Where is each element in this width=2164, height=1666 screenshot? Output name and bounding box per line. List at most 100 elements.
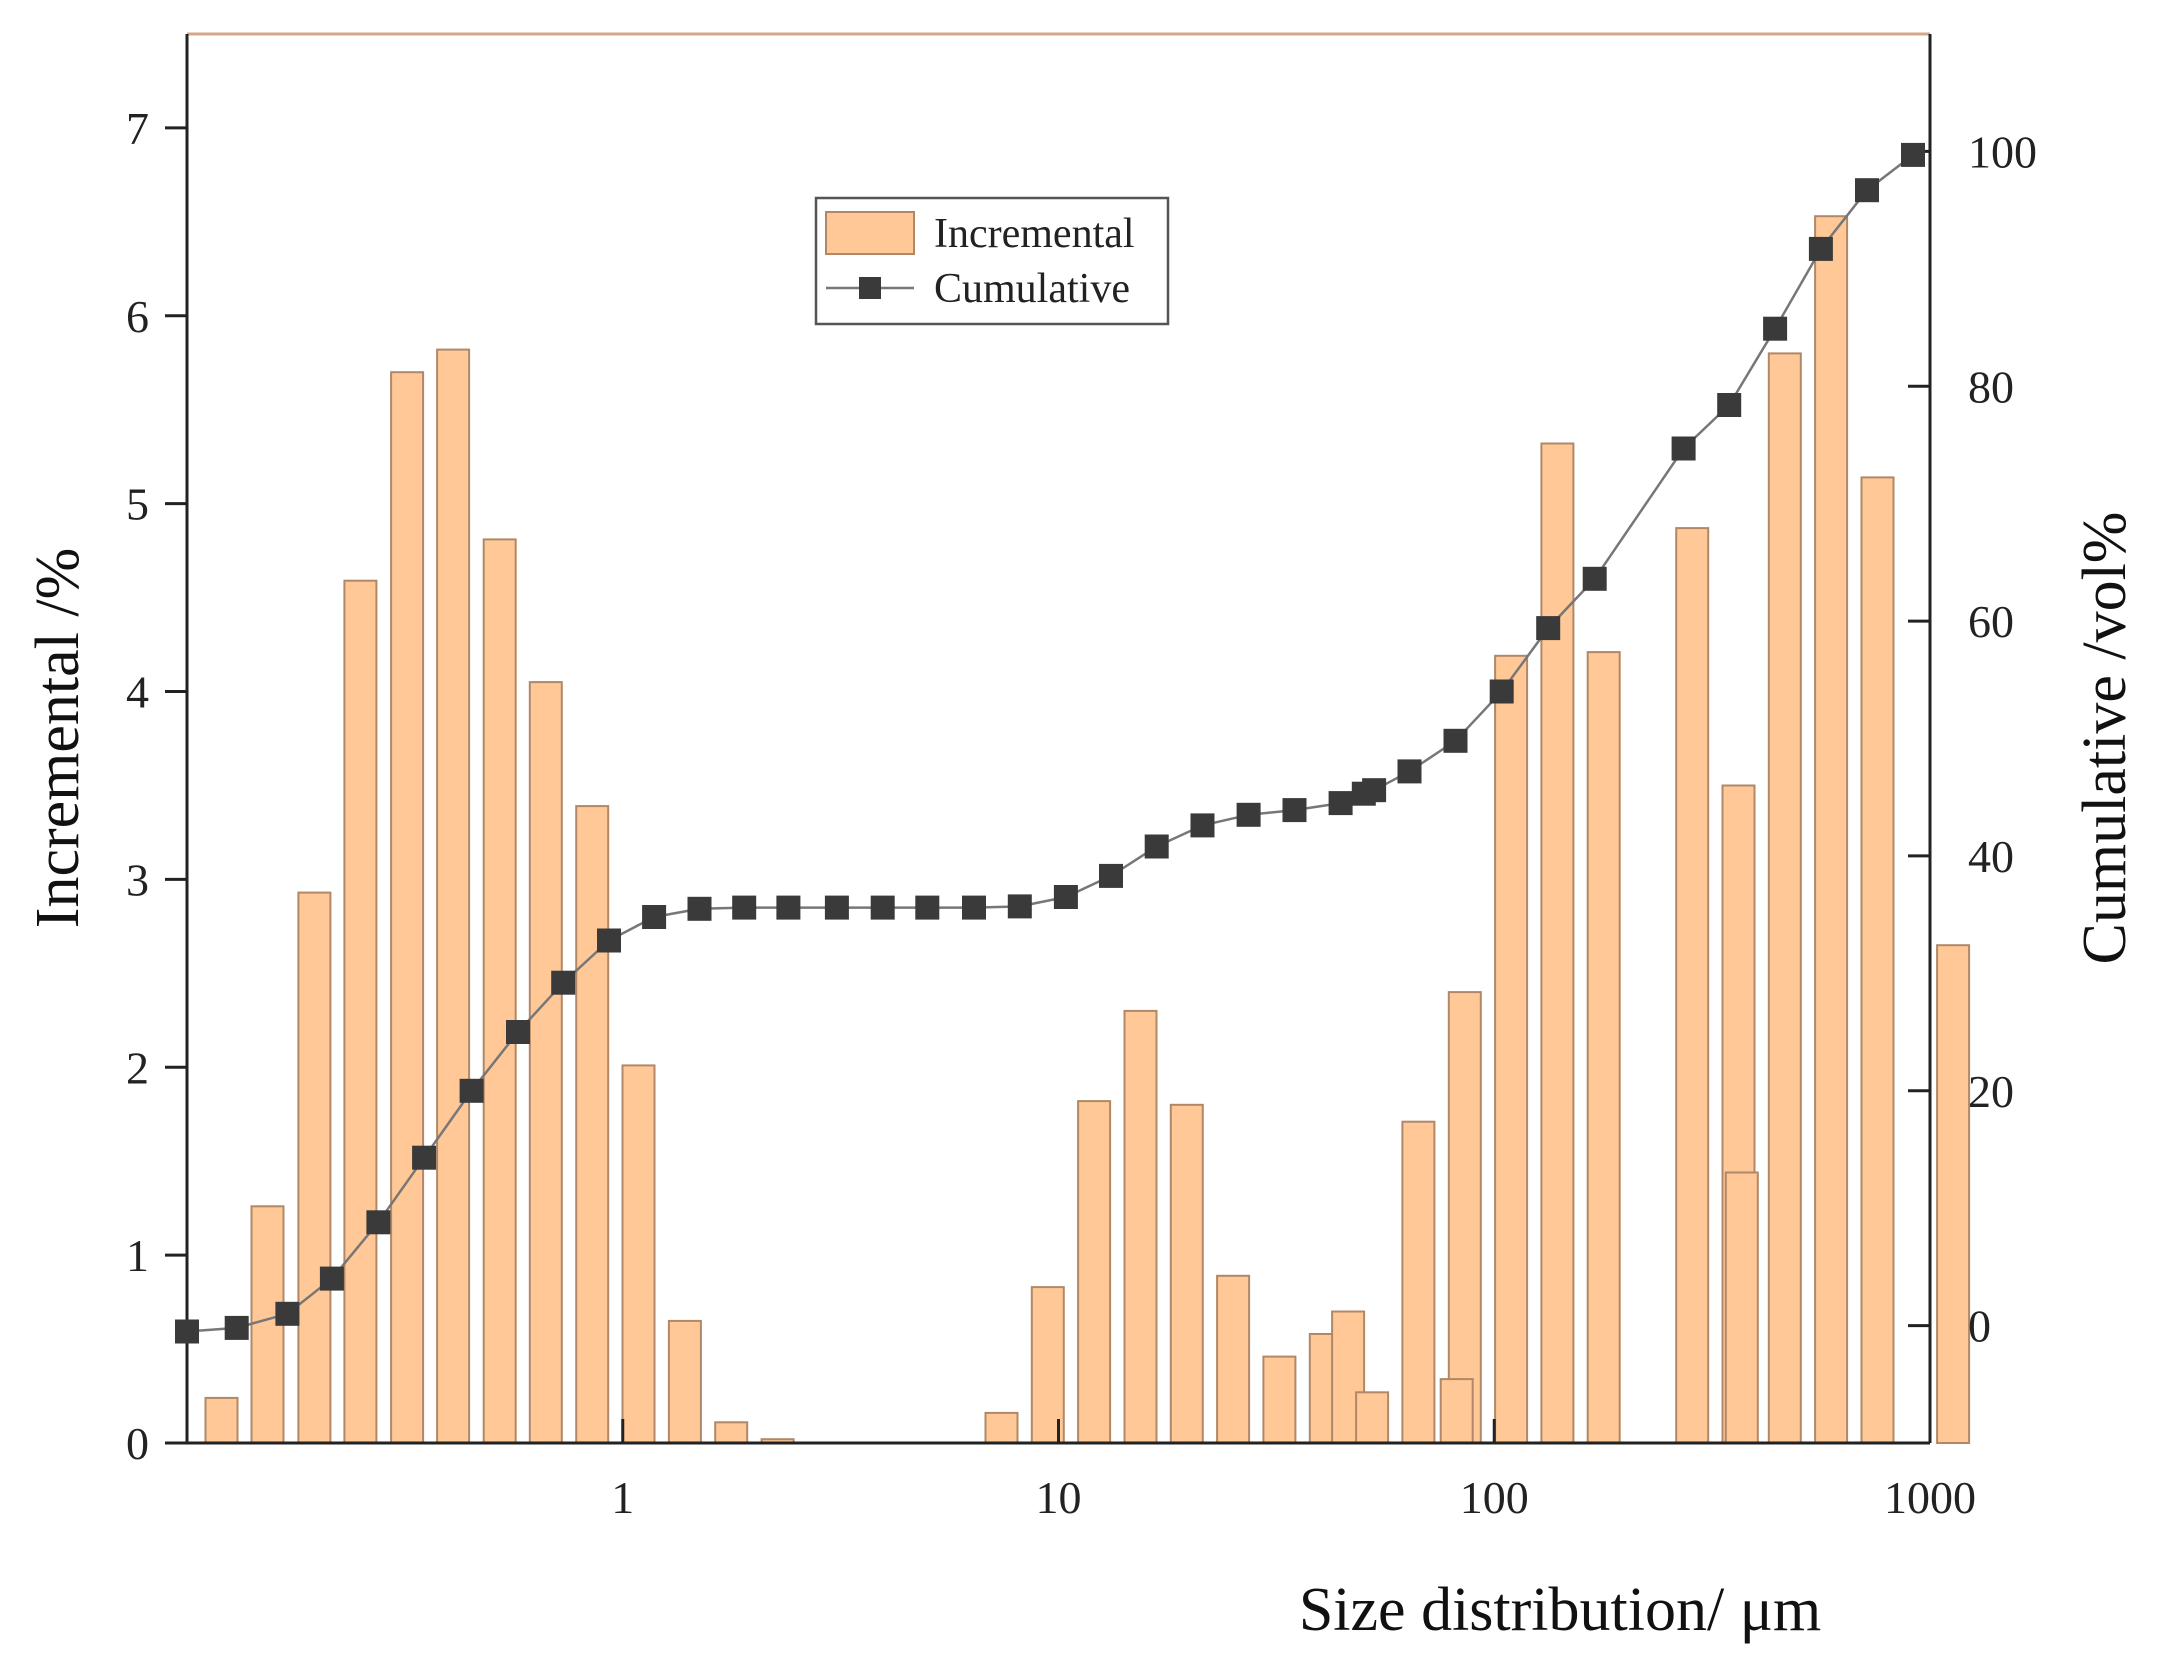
x-tick-label: 10: [1036, 1472, 1082, 1523]
legend-incremental-label: Incremental: [934, 211, 1135, 257]
right-tick-label: 40: [1968, 831, 2014, 882]
cumulative-marker: [1397, 759, 1422, 784]
cumulative-marker: [175, 1319, 199, 1344]
bar: [1355, 1391, 1390, 1445]
bar: [1216, 1274, 1251, 1445]
x-axis-ticks: 1 10 100 1000: [611, 1419, 1976, 1523]
cumulative-marker: [870, 895, 895, 920]
bar: [984, 1411, 1019, 1445]
cumulative-marker: [1007, 894, 1032, 919]
cumulative-marker: [1443, 728, 1468, 753]
cumulative-marker: [642, 905, 667, 929]
bar: [1540, 442, 1575, 1444]
right-axis-title: Cumulative /vol%: [2071, 512, 2139, 965]
right-axis-ticks: 0 20 40 60 80 100: [1908, 126, 2037, 1352]
cumulative-marker: [915, 895, 940, 920]
cumulative-marker: [459, 1078, 484, 1103]
cumulative-marker: [1144, 834, 1169, 859]
cumulative-marker: [1053, 885, 1078, 909]
bar: [390, 371, 425, 1445]
bar: [343, 579, 378, 1444]
cumulative-marker: [1236, 802, 1261, 827]
bar: [436, 348, 471, 1445]
bar: [1586, 651, 1621, 1444]
cumulative-marker: [1808, 236, 1833, 261]
bar: [528, 681, 563, 1444]
cumulative-marker: [224, 1315, 249, 1340]
cumulative-marker: [1582, 566, 1607, 591]
cumulative-marker: [506, 1020, 530, 1044]
left-tick-label: 0: [126, 1418, 149, 1469]
bar: [1675, 527, 1710, 1444]
cumulative-series: [175, 142, 1925, 1344]
bar: [1169, 1103, 1204, 1445]
right-tick-label: 60: [1968, 596, 2014, 647]
right-tick-label: 0: [1968, 1301, 1991, 1352]
cumulative-marker: [1099, 863, 1123, 888]
bar: [667, 1319, 702, 1445]
bar: [297, 891, 332, 1444]
bar: [1077, 1100, 1112, 1444]
legend-marker-swatch: [859, 277, 881, 299]
left-axis-title: Incremental /%: [24, 548, 92, 928]
bar: [1262, 1355, 1297, 1444]
right-tick-label: 100: [1968, 126, 2037, 177]
bar: [482, 538, 517, 1444]
legend-bar-swatch: [825, 211, 915, 255]
bar: [1767, 352, 1802, 1444]
left-axis-ticks: 0 1 2 3 4 5 6 7: [126, 103, 187, 1469]
x-tick-label: 100: [1460, 1472, 1529, 1523]
cumulative-marker: [1855, 178, 1879, 203]
cumulative-marker: [366, 1210, 391, 1235]
overlay-bar: [1724, 1171, 1759, 1444]
cumulative-marker: [1328, 791, 1353, 816]
left-tick-label: 6: [126, 291, 149, 342]
overlay-bar: [1936, 944, 1971, 1444]
legend-cumulative-label: Cumulative: [934, 266, 1130, 312]
cumulative-marker: [824, 895, 849, 920]
bar: [1814, 215, 1849, 1445]
cumulative-marker: [1763, 316, 1788, 341]
right-tick-label: 80: [1968, 361, 2014, 412]
cumulative-marker: [1901, 142, 1925, 167]
cumulative-marker: [1671, 436, 1696, 461]
bar: [1447, 991, 1482, 1444]
left-tick-label: 1: [126, 1230, 149, 1281]
bar: [1860, 476, 1895, 1444]
cumulative-marker: [1536, 616, 1561, 641]
left-tick-label: 7: [126, 103, 149, 154]
cumulative-marker: [962, 895, 986, 920]
cumulative-marker: [1489, 679, 1514, 704]
cumulative-marker: [412, 1145, 437, 1170]
bar: [714, 1421, 749, 1445]
incremental-bars: [204, 215, 1895, 1445]
overlay-bar: [1439, 1378, 1474, 1444]
cumulative-marker: [1717, 393, 1742, 417]
cumulative-marker: [732, 895, 757, 920]
cumulative-marker: [551, 970, 576, 995]
cumulative-marker: [597, 928, 621, 953]
x-tick-label: 1: [611, 1472, 634, 1523]
left-tick-label: 5: [126, 479, 149, 530]
bar: [575, 805, 610, 1444]
bar: [1401, 1120, 1436, 1444]
left-tick-label: 3: [126, 854, 149, 905]
cumulative-marker: [275, 1301, 300, 1326]
legend: Incremental Cumulative: [814, 196, 1170, 326]
cumulative-marker: [1190, 813, 1215, 838]
cumulative-marker: [319, 1266, 344, 1291]
cumulative-marker: [776, 895, 801, 920]
bar: [1123, 1009, 1158, 1445]
right-tick-label: 20: [1968, 1066, 2014, 1117]
cumulative-marker: [1362, 778, 1387, 803]
bar: [621, 1064, 656, 1445]
x-axis-title: Size distribution/ μm: [1299, 1576, 1821, 1644]
cumulative-marker: [1282, 798, 1307, 823]
x-tick-label: 1000: [1884, 1472, 1976, 1523]
bar: [1494, 654, 1529, 1444]
left-tick-label: 2: [126, 1042, 149, 1093]
bar: [204, 1396, 239, 1445]
cumulative-marker: [687, 896, 712, 921]
incremental-overlay-bars: [1439, 944, 1971, 1444]
